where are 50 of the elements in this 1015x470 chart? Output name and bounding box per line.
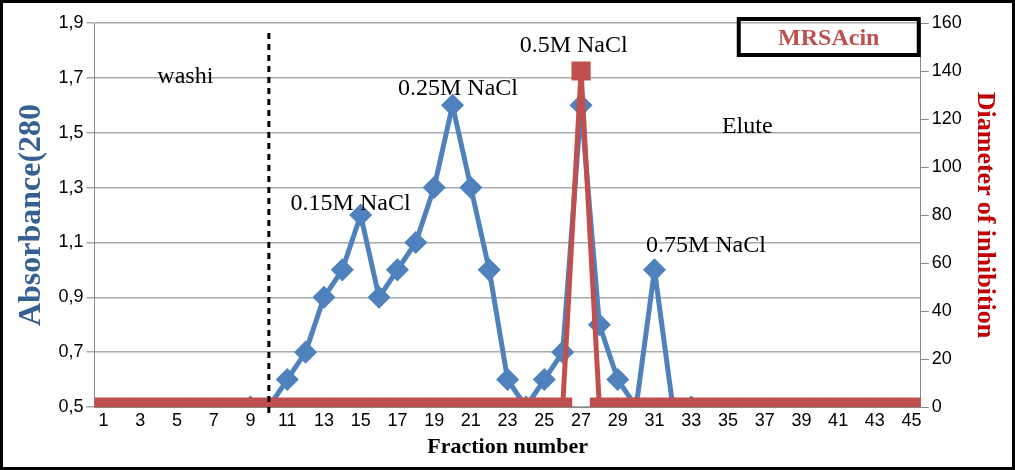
y-tick-label: 1,5	[58, 121, 84, 142]
x-tick-label: 21	[460, 409, 481, 430]
y-tick-label: 1,1	[58, 231, 84, 252]
x-tick-label: 5	[172, 409, 183, 430]
y2-tick-label: 60	[931, 251, 952, 272]
x-tick-label: 23	[497, 409, 518, 430]
x-tick-label: 41	[828, 409, 849, 430]
x-tick-label: 27	[571, 409, 592, 430]
x-tick-label: 1	[98, 409, 109, 430]
x-axis-title: Fraction number	[427, 433, 589, 459]
x-tick-label: 45	[901, 409, 922, 430]
annotation: washi	[157, 62, 214, 89]
x-tick-label: 13	[313, 409, 334, 430]
x-tick-label: 37	[754, 409, 775, 430]
text: MRSAcin	[778, 24, 880, 51]
y2-tick-label: 120	[931, 107, 962, 128]
x-tick-label: 25	[534, 409, 555, 430]
x-tick-label: 29	[607, 409, 628, 430]
y2-tick-label: 20	[931, 347, 952, 368]
x-tick-label: 15	[350, 409, 371, 430]
x-tick-label: 35	[717, 409, 738, 430]
annotation: 0.25M NaCl	[398, 73, 519, 100]
y2-tick-label: 160	[931, 11, 962, 32]
y2-tick-label: 100	[931, 155, 962, 176]
x-tick-label: 17	[387, 409, 408, 430]
x-tick-label: 31	[644, 409, 665, 430]
x-tick-label: 9	[245, 409, 256, 430]
y-axis-title: Absorbance(280	[11, 103, 48, 327]
annotation: 0.15M NaCl	[290, 188, 411, 215]
y2-tick-label: 140	[931, 59, 962, 80]
y-tick-label: 1,3	[58, 176, 84, 197]
y2-tick-label: 0	[931, 395, 942, 416]
y-tick-label: 0,9	[58, 286, 84, 307]
x-tick-label: 33	[681, 409, 702, 430]
y-tick-label: 0,7	[58, 341, 84, 362]
annotation: 0.5M NaCl	[519, 31, 629, 58]
x-tick-label: 3	[135, 409, 146, 430]
y-tick-label: 0,5	[58, 395, 84, 416]
y2-axis-title: Diameter of inhibition	[971, 91, 1001, 339]
y2-tick-label: 80	[931, 203, 952, 224]
y-tick-label: 1,9	[58, 11, 84, 32]
x-tick-label: 11	[277, 409, 297, 430]
x-tick-label: 7	[208, 409, 219, 430]
x-tick-label: 43	[864, 409, 885, 430]
x-tick-label: 39	[791, 409, 812, 430]
y2-tick-label: 40	[931, 299, 952, 320]
y-tick-label: 1,7	[58, 66, 84, 87]
annotation: Elute	[721, 111, 773, 138]
x-tick-label: 19	[424, 409, 445, 430]
annotation: 0.75M NaCl	[645, 231, 767, 258]
